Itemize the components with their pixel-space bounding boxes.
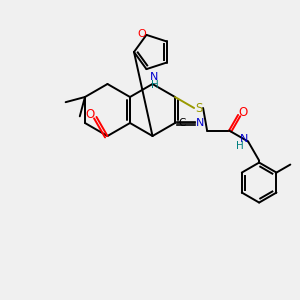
Text: C: C	[178, 118, 186, 128]
Text: O: O	[137, 29, 146, 39]
Text: H: H	[151, 80, 158, 90]
Text: O: O	[86, 108, 95, 122]
Text: N: N	[150, 72, 159, 82]
Text: H: H	[236, 140, 244, 151]
Text: N: N	[240, 134, 248, 143]
Text: S: S	[195, 101, 203, 115]
Text: O: O	[238, 106, 248, 119]
Text: N: N	[196, 118, 204, 128]
